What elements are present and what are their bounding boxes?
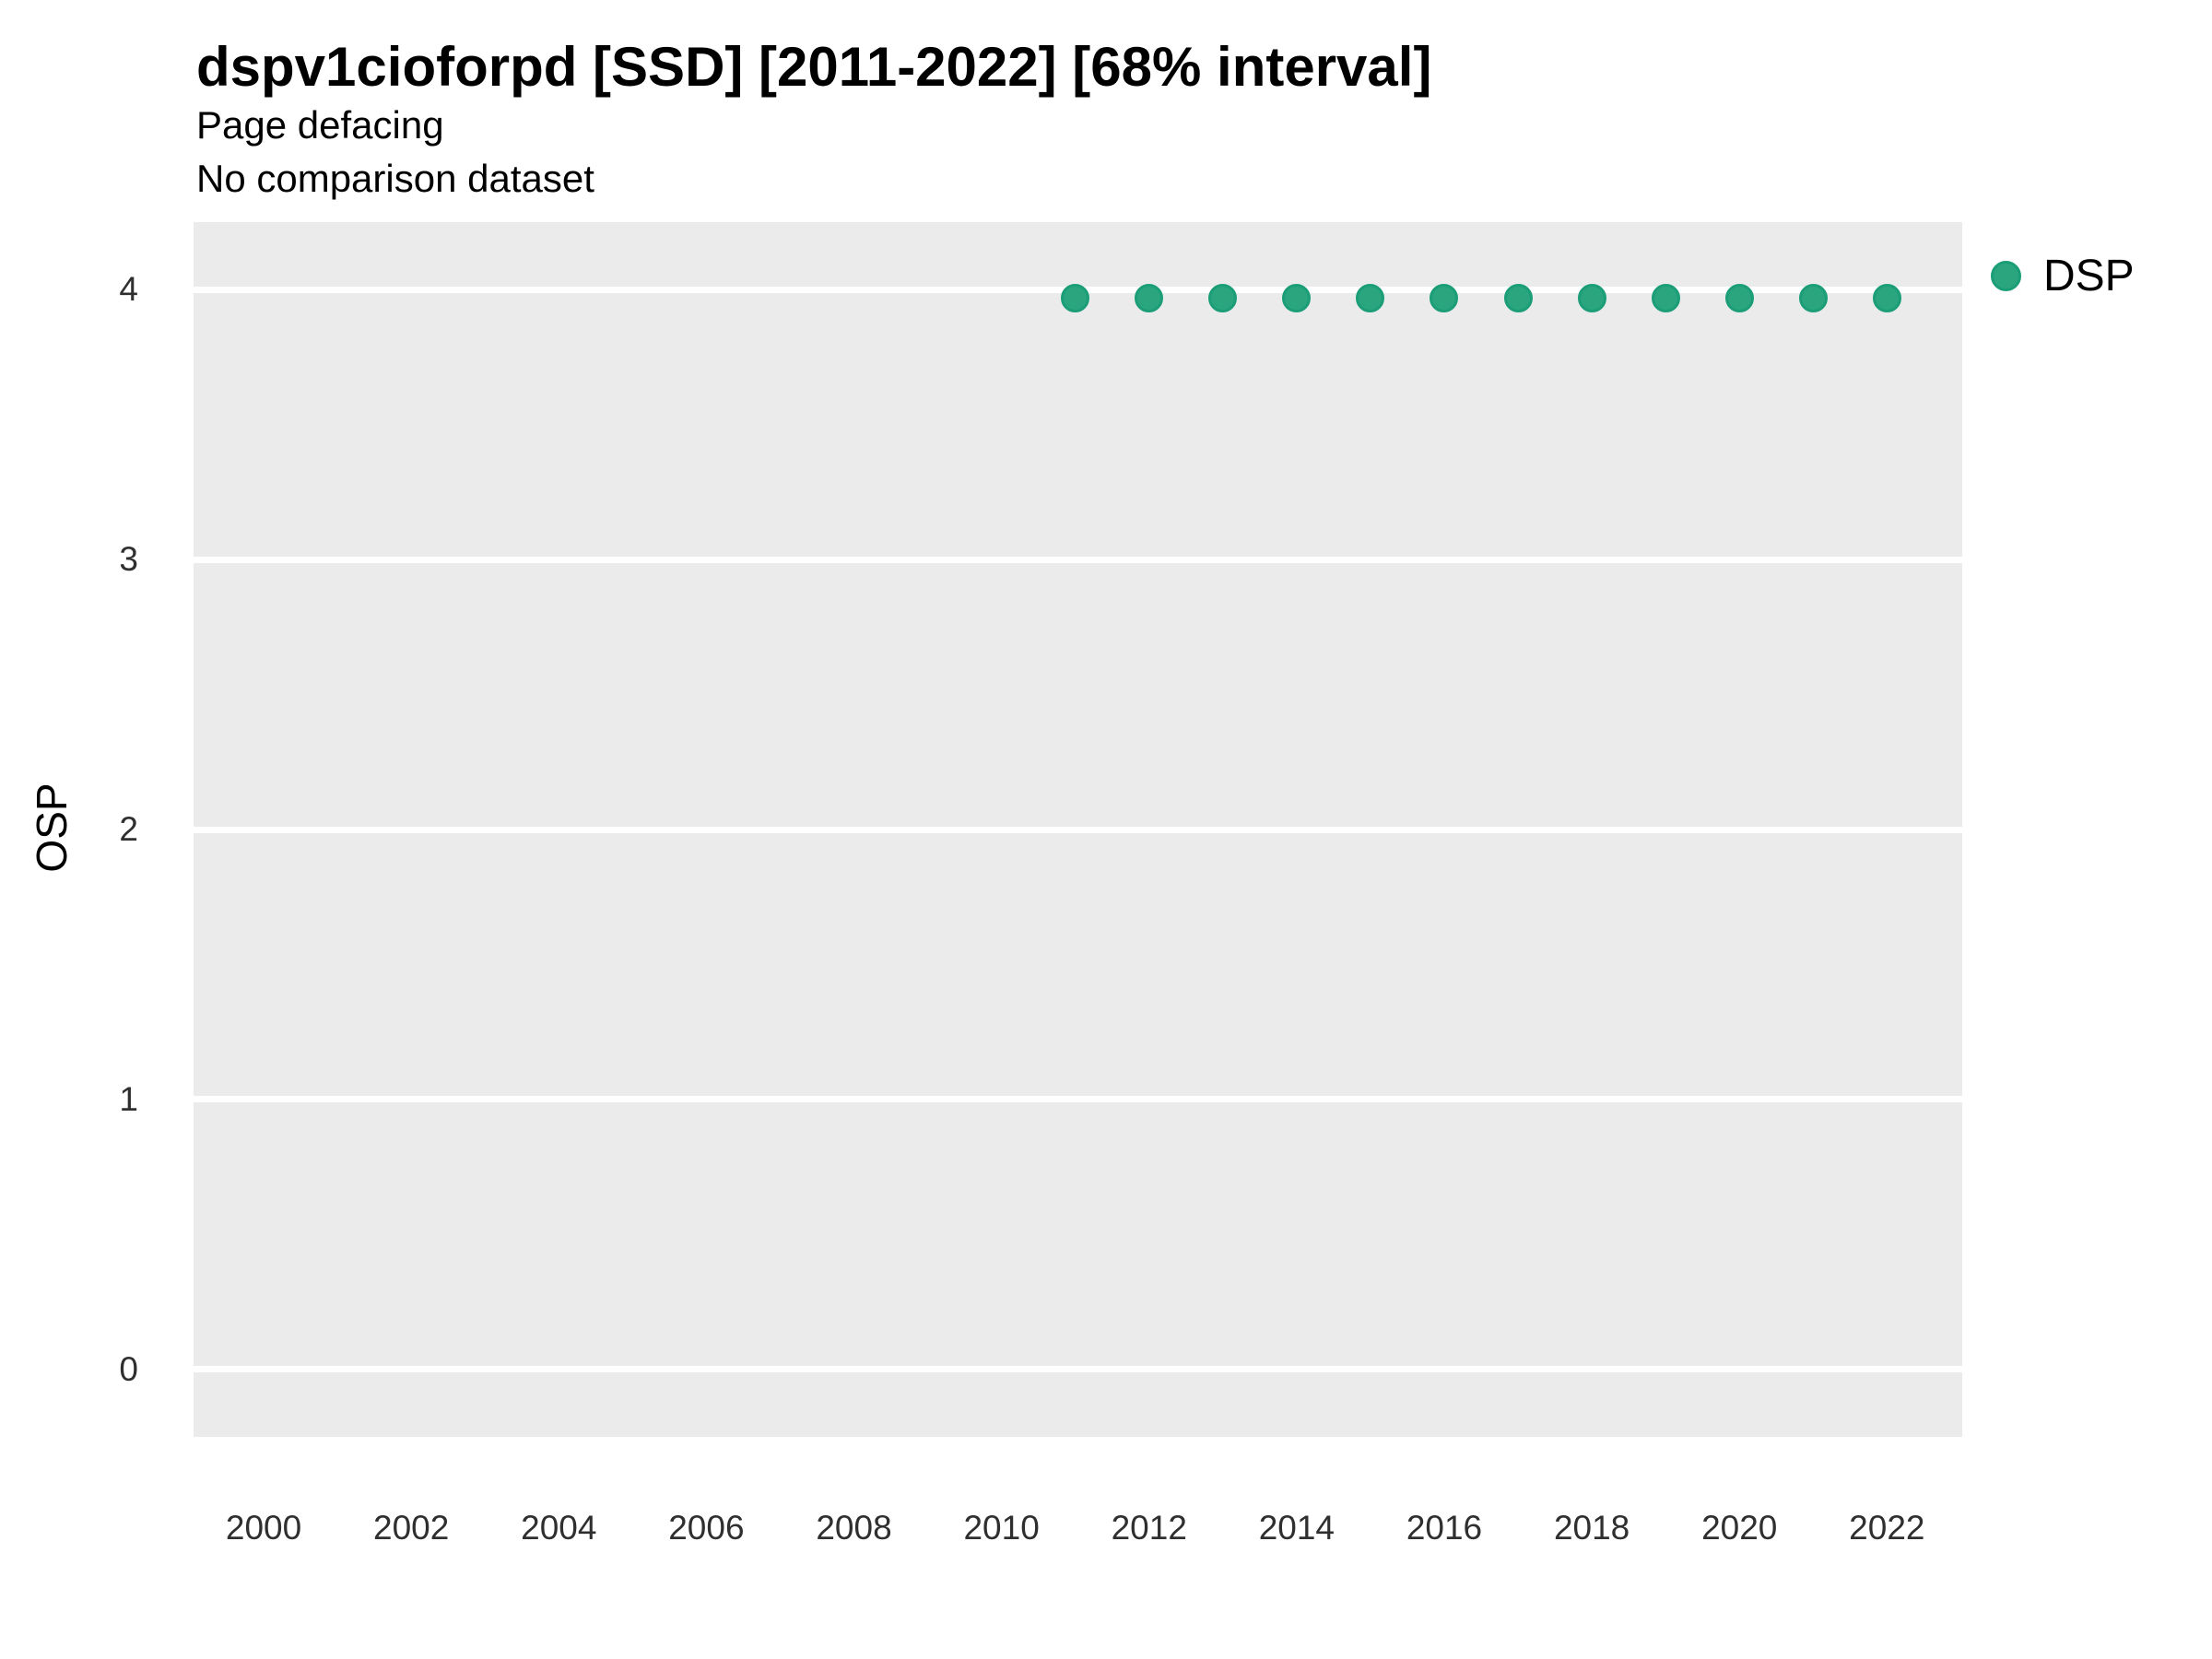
chart-subtitle-line2: No comparison dataset xyxy=(196,157,594,200)
chart-title: dspv1cioforpd [SSD] [2011-2022] [68% int… xyxy=(196,36,1432,98)
legend-label: DSP xyxy=(2043,252,2135,300)
plot-panel xyxy=(194,222,1962,1437)
data-point-DSP-2012 xyxy=(1135,283,1164,312)
data-point-DSP-2013 xyxy=(1208,283,1238,312)
x-tick-label-2008: 2008 xyxy=(816,1509,892,1547)
x-tick-label-2010: 2010 xyxy=(963,1509,1040,1547)
major-gridline-y-1 xyxy=(194,1096,1962,1103)
x-tick-label-2018: 2018 xyxy=(1553,1509,1630,1547)
data-point-DSP-2015 xyxy=(1356,283,1385,312)
x-tick-label-2004: 2004 xyxy=(521,1509,597,1547)
x-tick-label-2020: 2020 xyxy=(1701,1509,1778,1547)
x-tick-label-2006: 2006 xyxy=(668,1509,745,1547)
x-tick-label-2002: 2002 xyxy=(373,1509,450,1547)
major-gridline-y-0 xyxy=(194,1366,1962,1373)
data-point-DSP-2017 xyxy=(1503,283,1533,312)
data-point-DSP-2016 xyxy=(1430,283,1459,312)
y-tick-label-4: 4 xyxy=(119,270,138,309)
data-point-DSP-2014 xyxy=(1282,283,1312,312)
x-tick-label-2014: 2014 xyxy=(1258,1509,1335,1547)
chart-subtitle-line1: Page defacing xyxy=(196,103,444,147)
data-point-DSP-2018 xyxy=(1577,283,1606,312)
data-point-DSP-2019 xyxy=(1651,283,1680,312)
data-point-DSP-2022 xyxy=(1872,283,1901,312)
x-tick-label-2016: 2016 xyxy=(1406,1509,1483,1547)
y-tick-label-2: 2 xyxy=(119,810,138,848)
data-point-DSP-2011 xyxy=(1061,283,1090,312)
major-gridline-y-2 xyxy=(194,826,1962,833)
legend: DSP xyxy=(1991,251,2135,301)
y-tick-label-3: 3 xyxy=(119,540,138,579)
major-gridline-y-3 xyxy=(194,556,1962,563)
data-point-DSP-2021 xyxy=(1798,283,1828,312)
data-point-DSP-2020 xyxy=(1724,283,1754,312)
x-tick-label-2022: 2022 xyxy=(1849,1509,1925,1547)
y-tick-label-1: 1 xyxy=(119,1079,138,1118)
legend-key-dot xyxy=(1991,261,2021,291)
x-tick-label-2012: 2012 xyxy=(1111,1509,1187,1547)
y-tick-label-0: 0 xyxy=(119,1349,138,1388)
x-tick-label-2000: 2000 xyxy=(225,1509,302,1547)
